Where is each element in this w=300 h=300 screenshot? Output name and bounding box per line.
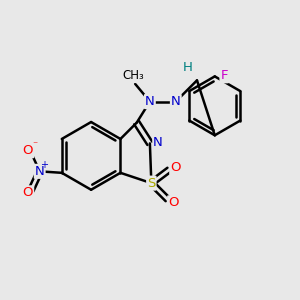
Text: N: N xyxy=(145,95,155,108)
Text: O: O xyxy=(23,144,33,157)
Text: H: H xyxy=(183,61,193,74)
Text: N: N xyxy=(171,95,181,108)
Text: +: + xyxy=(40,160,48,170)
Text: O: O xyxy=(168,196,179,209)
Text: N: N xyxy=(153,136,163,149)
Text: O: O xyxy=(23,186,33,199)
Text: CH₃: CH₃ xyxy=(123,69,145,82)
Text: F: F xyxy=(220,69,228,82)
Text: O: O xyxy=(170,161,181,174)
Text: S: S xyxy=(147,177,155,190)
Text: ⁻: ⁻ xyxy=(33,141,38,151)
Text: N: N xyxy=(35,165,45,178)
